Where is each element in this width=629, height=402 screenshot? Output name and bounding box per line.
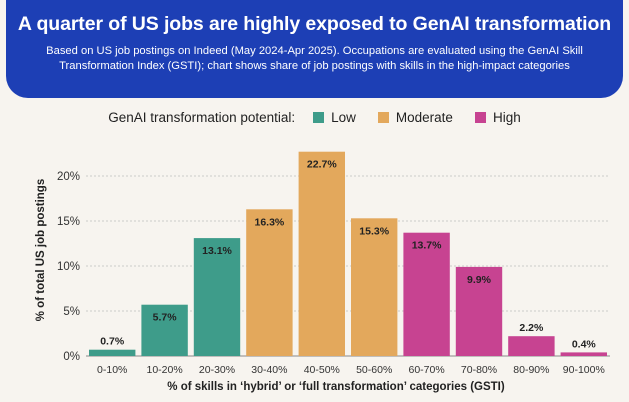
legend-item-low: Low (313, 110, 356, 125)
x-tick-label: 50-60% (356, 364, 392, 376)
data-label: 13.7% (412, 240, 442, 252)
legend-label-moderate: Moderate (395, 110, 453, 125)
data-label: 9.9% (467, 274, 492, 286)
legend: GenAI transformation potential: Low Mode… (0, 110, 629, 125)
y-tick-label: 0% (63, 351, 80, 363)
data-label: 16.3% (255, 216, 285, 228)
data-label: 13.1% (202, 245, 232, 257)
y-tick-label: 5% (63, 306, 80, 318)
bar-70-80% (455, 266, 503, 356)
x-tick-label: 70-80% (461, 364, 497, 376)
data-label: 2.2% (519, 322, 544, 334)
legend-swatch-low (313, 112, 325, 123)
chart-title: A quarter of US jobs are highly exposed … (17, 13, 612, 35)
legend-title: GenAI transformation potential: (108, 110, 296, 125)
x-tick-label: 20-30% (199, 364, 235, 376)
data-label: 0.7% (100, 336, 125, 348)
data-label: 22.7% (307, 159, 337, 171)
data-label: 0.4% (572, 338, 597, 350)
data-label: 5.7% (153, 312, 178, 324)
legend-item-moderate: Moderate (377, 110, 453, 125)
bar-30-40% (246, 209, 293, 356)
y-axis-title: % of total US job postings (35, 179, 47, 321)
x-tick-label: 80-90% (513, 364, 549, 376)
x-tick-label: 30-40% (251, 364, 287, 376)
legend-swatch-high (474, 112, 486, 123)
y-tick-label: 15% (57, 216, 80, 228)
x-tick-label: 90-100% (563, 364, 605, 376)
bar-20-30% (193, 238, 241, 356)
bar-50-60% (351, 218, 398, 356)
x-tick-label: 0-10% (97, 364, 127, 376)
bar-80-90% (508, 336, 555, 356)
bar-90-100% (560, 352, 607, 356)
legend-swatch-moderate (377, 112, 389, 123)
y-tick-label: 20% (57, 171, 80, 183)
x-tick-label: 40-50% (304, 364, 340, 376)
bar-60-70% (403, 232, 450, 356)
bar-10-20% (141, 304, 188, 356)
x-axis-title: % of skills in ‘hybrid’ or ‘full transfo… (167, 381, 505, 393)
bar-40-50% (298, 151, 345, 356)
x-tick-label: 60-70% (408, 364, 444, 376)
legend-label-high: High (492, 110, 521, 125)
chart-subtitle: Based on US job postings on Indeed (May … (46, 45, 583, 72)
legend-label-low: Low (331, 110, 356, 125)
legend-item-high: High (474, 110, 521, 125)
header-banner: A quarter of US jobs are highly exposed … (6, 0, 623, 98)
y-tick-label: 10% (57, 261, 80, 273)
bar-0-10% (89, 349, 136, 356)
x-tick-label: 10-20% (146, 364, 182, 376)
data-label: 15.3% (359, 225, 389, 237)
